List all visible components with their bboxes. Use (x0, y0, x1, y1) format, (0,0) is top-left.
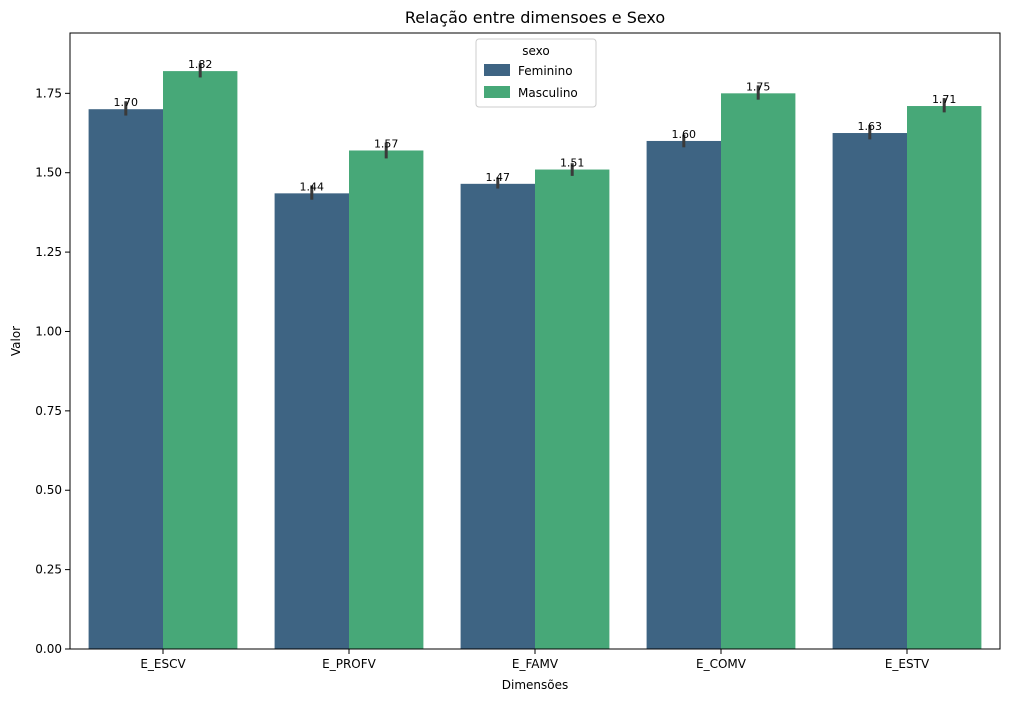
y-tick-label: 0.00 (35, 642, 62, 656)
legend: sexo Feminino Masculino (475, 38, 597, 108)
legend-swatch (484, 86, 510, 98)
legend-entry-label: Feminino (518, 64, 573, 78)
x-axis: E_ESCV E_PROFV E_FAMV E_COMV E_ESTV (140, 649, 930, 671)
bar (274, 193, 349, 649)
bar (907, 106, 982, 649)
bar-value-label: 1.71 (932, 93, 957, 106)
bar-value-label: 1.44 (300, 180, 325, 193)
plot-area: 1.70 1.44 1.47 1.60 1.63 1.82 1.57 1.51 1.75 1.71 (88, 58, 982, 650)
x-tick-label: E_ESCV (140, 657, 186, 671)
bar (163, 71, 238, 650)
x-tick-label: E_ESTV (885, 657, 930, 671)
bar (349, 150, 424, 649)
bar (535, 169, 610, 650)
bar-value-label: 1.57 (374, 137, 399, 150)
y-tick-label: 1.00 (35, 324, 62, 338)
y-tick-label: 1.50 (35, 166, 62, 180)
chart-title: Relação entre dimensoes e Sexo (405, 8, 665, 27)
bar-value-label: 1.63 (858, 120, 883, 133)
bar (832, 133, 907, 649)
y-tick-label: 0.50 (35, 483, 62, 497)
bar-value-label: 1.51 (560, 157, 585, 170)
bar-value-label: 1.60 (672, 128, 697, 141)
bar (646, 140, 721, 650)
x-tick-label: E_PROFV (322, 657, 377, 671)
bar (460, 183, 535, 649)
bar-value-label: 1.82 (188, 58, 213, 71)
y-axis: 0.00 0.25 0.50 0.75 1.00 1.25 1.50 1.75 (35, 86, 70, 656)
legend-entry-label: Masculino (518, 86, 578, 100)
x-tick-label: E_FAMV (512, 657, 559, 671)
y-axis-label: Valor (9, 326, 23, 356)
y-tick-label: 0.75 (35, 404, 62, 418)
legend-title: sexo (522, 44, 550, 58)
y-tick-label: 0.25 (35, 563, 62, 577)
y-tick-label: 1.75 (35, 86, 62, 100)
bar-value-label: 1.47 (486, 171, 511, 184)
x-tick-label: E_COMV (696, 657, 747, 671)
bar (88, 109, 163, 650)
bar-value-label: 1.70 (114, 96, 139, 109)
y-tick-label: 1.25 (35, 245, 62, 259)
bar-value-label: 1.75 (746, 80, 771, 93)
bar (721, 93, 796, 649)
x-axis-label: Dimensões (502, 678, 568, 692)
legend-swatch (484, 64, 510, 76)
